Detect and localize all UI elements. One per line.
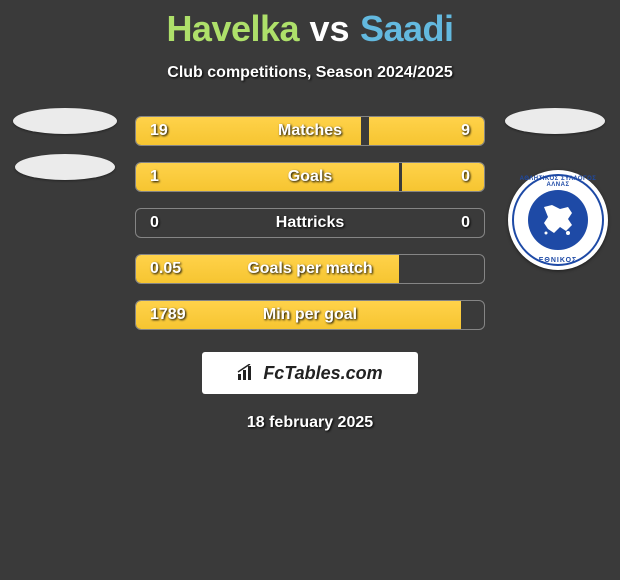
badge-inner — [528, 190, 588, 250]
stat-value-right: 0 — [461, 168, 470, 186]
stat-value-right: 0 — [461, 214, 470, 232]
stat-value-left: 1789 — [150, 306, 186, 324]
badge-outer: ΑΘΛΗΤΙΚΟΣ ΣΥΛΛΟΓΟΣ ΑΛΝΑΣ ΕΘΝΙΚΟΣ — [508, 170, 608, 270]
stat-bar: Goals 1 0 — [135, 162, 485, 192]
stat-bar: Min per goal 1789 — [135, 300, 485, 330]
subtitle: Club competitions, Season 2024/2025 — [0, 64, 620, 82]
stat-label: Min per goal — [263, 306, 357, 324]
logo-label: FcTables.com — [263, 363, 382, 384]
greece-map-icon — [538, 203, 578, 237]
card-root: Havelka vs Saadi Club competitions, Seas… — [0, 0, 620, 580]
badge-bottom-text: ΕΘΝΙΚΟΣ — [508, 257, 608, 264]
badge-top-text: ΑΘΛΗΤΙΚΟΣ ΣΥΛΛΟΓΟΣ ΑΛΝΑΣ — [508, 176, 608, 188]
stat-value-left: 1 — [150, 168, 159, 186]
stat-value-left: 19 — [150, 122, 168, 140]
stat-bar-right — [402, 163, 484, 191]
date-label: 18 february 2025 — [0, 414, 620, 432]
logo-box[interactable]: FcTables.com — [202, 352, 418, 394]
stat-value-right: 9 — [461, 122, 470, 140]
stat-row: Matches 19 9 — [0, 108, 620, 154]
stat-bar: Hattricks 0 0 — [135, 208, 485, 238]
stat-value-left: 0 — [150, 214, 159, 232]
stat-bar-left — [136, 163, 399, 191]
stat-label: Goals — [288, 168, 332, 186]
bar-chart-icon — [237, 364, 259, 382]
stat-row: Min per goal 1789 — [0, 292, 620, 338]
stat-value-left: 0.05 — [150, 260, 181, 278]
club-badge: ΑΘΛΗΤΙΚΟΣ ΣΥΛΛΟΓΟΣ ΑΛΝΑΣ ΕΘΝΙΚΟΣ — [508, 170, 608, 270]
stat-label: Matches — [278, 122, 342, 140]
logo-text: FcTables.com — [237, 363, 382, 384]
stat-label: Goals per match — [247, 260, 372, 278]
stat-label: Hattricks — [276, 214, 344, 232]
title-player2: Saadi — [360, 8, 454, 49]
stat-bar: Goals per match 0.05 — [135, 254, 485, 284]
title-vs: vs — [310, 8, 350, 49]
stat-bar: Matches 19 9 — [135, 116, 485, 146]
title-player1: Havelka — [166, 8, 299, 49]
page-title: Havelka vs Saadi — [0, 0, 620, 50]
